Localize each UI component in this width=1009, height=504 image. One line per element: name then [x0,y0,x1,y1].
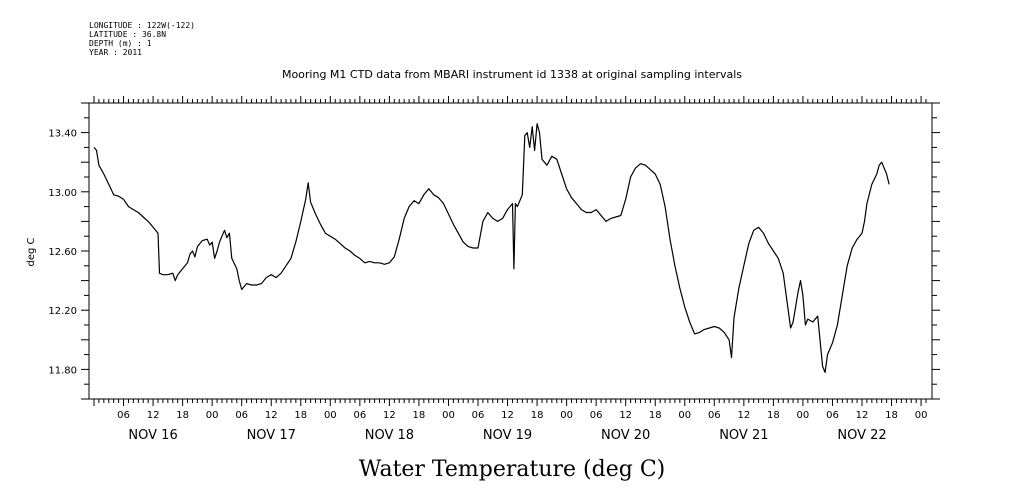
plot-frame [88,102,933,400]
series-group [93,123,890,373]
x-tick-label: 12 [501,410,514,421]
x-tick-label: 00 [206,410,219,421]
x-day-label: NOV 22 [837,428,886,443]
x-axis-label: Water Temperature (deg C) [359,457,666,482]
y-tick-label: 11.80 [48,365,77,376]
x-day-label: NOV 18 [365,428,414,443]
x-tick-label: 12 [147,410,160,421]
x-day-label: NOV 19 [483,428,532,443]
x-tick-label: 18 [176,410,189,421]
x-tick-label: 06 [117,410,130,421]
y-axis: 13.40 13.00 12.60 12.20 11.80 [48,102,940,400]
y-tick-label: 12.60 [48,247,77,258]
x-axis: 06 12 18 00 06 12 18 00 06 12 18 00 06 12 18 00 06 12 18 00… [93,96,928,443]
x-tick-label: 00 [442,410,455,421]
x-tick-label: 00 [560,410,573,421]
header-info-line: DEPTH (m) : 1 [89,39,152,48]
x-tick-label: 06 [590,410,603,421]
header-info-line: LATITUDE : 36.8N [89,30,166,39]
x-tick-label: 00 [324,410,337,421]
x-day-label: NOV 21 [719,428,768,443]
x-day-label: NOV 16 [128,428,177,443]
y-tick-label: 13.40 [48,129,77,140]
x-tick-label: 18 [767,410,780,421]
x-tick-label: 18 [885,410,898,421]
x-day-label: NOV 20 [601,428,650,443]
x-tick-label: 06 [235,410,248,421]
header-info: LONGITUDE : 122W(-122) LATITUDE : 36.8N … [89,21,195,57]
y-tick-label: 12.20 [48,306,77,317]
x-tick-label: 00 [797,410,810,421]
x-tick-label: 06 [708,410,721,421]
x-tick-label: 18 [413,410,426,421]
y-tick-label: 13.00 [48,188,77,199]
x-tick-label: 12 [737,410,750,421]
x-tick-label: 12 [383,410,396,421]
x-tick-label: 12 [856,410,869,421]
x-tick-label: 00 [915,410,928,421]
x-tick-label: 00 [678,410,691,421]
chart-title: Mooring M1 CTD data from MBARI instrumen… [282,68,742,81]
header-info-line: LONGITUDE : 122W(-122) [89,21,195,30]
y-axis-label: deg C [26,237,37,266]
x-day-label: NOV 17 [247,428,296,443]
series-line [93,123,890,373]
x-tick-label: 12 [265,410,278,421]
x-tick-label: 06 [826,410,839,421]
x-tick-label: 18 [649,410,662,421]
x-tick-label: 18 [294,410,307,421]
x-tick-label: 12 [619,410,632,421]
x-tick-label: 06 [353,410,366,421]
x-tick-label: 06 [472,410,485,421]
header-info-line: YEAR : 2011 [89,48,142,57]
x-tick-label: 18 [531,410,544,421]
